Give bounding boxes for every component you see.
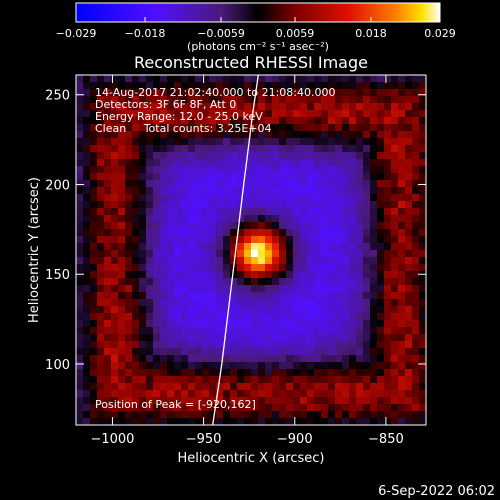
colorbar-ticks: −0.029 −0.018 −0.0059 0.0059 0.018 0.029	[56, 17, 456, 40]
annotation-time-range: 14-Aug-2017 21:02:40.000 to 21:08:40.000	[95, 86, 336, 99]
colorbar: −0.029 −0.018 −0.0059 0.0059 0.018 0.029 (pho…	[56, 2, 456, 53]
footer-timestamp: 6-Sep-2022 06:02	[378, 484, 495, 499]
solar-limb-curve	[212, 75, 259, 425]
x-axis-label: Heliocentric X (arcsec)	[178, 451, 325, 466]
colorbar-tick-label: −0.029	[56, 27, 97, 40]
chart-title: Reconstructed RHESSI Image	[134, 53, 368, 72]
y-tick-label: 100	[45, 358, 70, 373]
annotation-detectors: Detectors: 3F 6F 8F, Att 0	[95, 98, 236, 111]
annotations: 14-Aug-2017 21:02:40.000 to 21:08:40.000…	[95, 86, 336, 411]
annotation-clean-counts: Clean Total counts: 3.25E+04	[95, 122, 272, 135]
colorbar-tick-label: −0.018	[125, 27, 166, 40]
colorbar-tick-label: 0.0059	[276, 27, 315, 40]
plot-frame	[75, 74, 427, 426]
colorbar-tick-label: −0.0059	[197, 27, 245, 40]
colorbar-gradient	[75, 2, 441, 23]
y-tick-label: 200	[45, 178, 70, 193]
colorbar-units-label: (photons cm⁻² s⁻¹ asec⁻²)	[187, 40, 329, 53]
annotation-peak-position: Position of Peak = [-920,162]	[95, 398, 256, 411]
x-tick-label: −1000	[90, 432, 134, 447]
colorbar-tick-label: 0.018	[355, 27, 387, 40]
heatmap-cells	[76, 75, 426, 425]
colorbar-tick-label: 0.029	[424, 27, 456, 40]
annotation-energy-range: Energy Range: 12.0 - 25.0 keV	[95, 110, 263, 123]
axis-ticks: −1000 −950 −900 −850 100 150 200 250	[45, 75, 426, 447]
y-tick-label: 250	[45, 89, 70, 104]
x-tick-label: −900	[277, 432, 313, 447]
x-tick-label: −950	[186, 432, 222, 447]
heatmap-plot	[76, 75, 426, 425]
y-axis-label: Heliocentric Y (arcsec)	[27, 177, 42, 323]
y-tick-label: 150	[45, 268, 70, 283]
x-tick-label: −850	[368, 432, 404, 447]
